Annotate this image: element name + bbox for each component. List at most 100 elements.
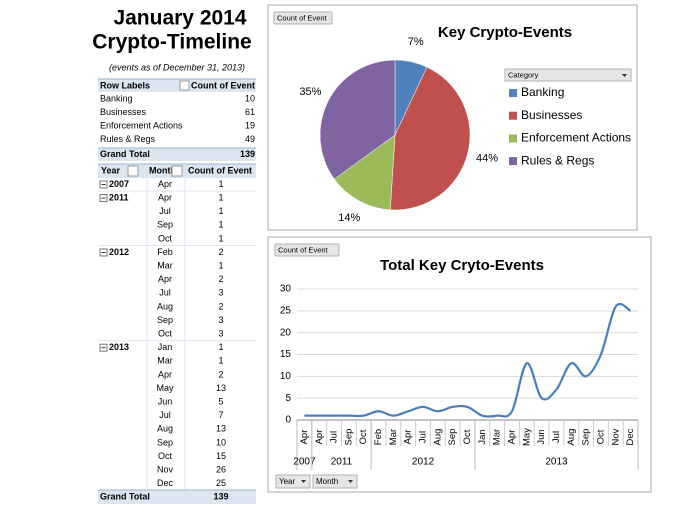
legend-title: Category	[508, 70, 539, 79]
count-value: 26	[216, 464, 226, 474]
x-tick-label: Apr	[299, 430, 310, 445]
field-button-label: Month	[316, 477, 338, 486]
legend-label: Banking	[521, 85, 564, 99]
x-tick-label: Aug	[432, 429, 443, 446]
pie-slice	[333, 134, 396, 211]
year-label: 2011	[109, 192, 129, 202]
field-button-label: Count of Event	[278, 245, 329, 254]
legend-swatch	[509, 157, 517, 166]
line-chart-frame	[267, 236, 652, 493]
month-label: Oct	[158, 328, 173, 338]
count-value: 13	[216, 383, 226, 393]
year-label: 2007	[109, 179, 129, 189]
table-header-bg	[98, 79, 256, 92]
month-label: Jul	[159, 410, 171, 420]
x-tick-label: Oct	[358, 429, 369, 444]
y-tick-label: 30	[280, 284, 292, 295]
count-value: 1	[218, 192, 223, 202]
field-button	[312, 474, 358, 489]
filter-button	[179, 80, 190, 91]
dropdown-arrow	[622, 74, 627, 77]
count-value: 1	[218, 220, 223, 230]
title-line2: Crypto-Timeline	[92, 31, 251, 54]
table-header: Year	[101, 165, 121, 175]
count-value: 2	[218, 369, 223, 379]
x-tick-label: Feb	[373, 429, 384, 445]
x-tick-label: Nov	[610, 428, 621, 445]
count-value: 1	[218, 356, 223, 366]
data-label: 44%	[476, 153, 498, 165]
x-tick-label: Oct	[462, 429, 473, 444]
month-label: Dec	[157, 478, 174, 488]
field-button-label: Count of Event	[277, 13, 328, 22]
row-label: Banking	[100, 93, 133, 103]
month-label: Apr	[158, 192, 172, 202]
x-tick-label: Jun	[536, 429, 547, 444]
data-label: 14%	[338, 212, 360, 224]
count-value: 3	[218, 328, 223, 338]
chart-title: Key Crypto-Events	[438, 24, 572, 41]
legend-swatch	[509, 134, 517, 143]
count-value: 1	[218, 206, 223, 216]
count-value: 1	[218, 342, 223, 352]
month-label: Jan	[158, 342, 173, 352]
subtitle: (events as of December 31, 2013)	[109, 62, 245, 72]
x-tick-label: Oct	[595, 429, 606, 444]
field-button	[274, 243, 340, 257]
month-label: Sep	[157, 437, 173, 447]
x-tick-label: Sep	[581, 429, 592, 446]
count-value: 15	[216, 451, 226, 461]
month-label: May	[156, 383, 174, 393]
month-label: Apr	[158, 274, 172, 284]
month-label: Aug	[157, 424, 173, 434]
field-button	[275, 474, 311, 489]
legend-swatch	[509, 89, 517, 97]
table-header: Count of Event	[191, 80, 255, 90]
month-label: Feb	[157, 247, 173, 257]
count-value: 1	[218, 233, 223, 243]
table-total-bg	[98, 148, 256, 161]
legend-label: Enforcement Actions	[521, 131, 631, 145]
x-tick-label: Jul	[551, 431, 562, 443]
filter-button	[127, 165, 139, 177]
x-tick-label: Apr	[314, 430, 325, 445]
count-value: 1	[218, 260, 223, 270]
x-tick-label: Jul	[329, 431, 340, 443]
row-value: 10	[245, 93, 255, 103]
x-tick-label: Mar	[492, 429, 503, 445]
row-label: Businesses	[100, 107, 147, 117]
field-button-label: Year	[279, 477, 296, 486]
row-label: Rules & Regs	[100, 134, 156, 144]
dropdown-arrow	[348, 480, 353, 483]
row-value: 49	[245, 134, 255, 144]
legend-label: Businesses	[521, 108, 582, 122]
count-value: 1	[218, 179, 223, 189]
table-header: Month	[149, 165, 176, 175]
table-header: Count of Event	[188, 165, 252, 175]
count-value: 3	[218, 288, 223, 298]
x-tick-label: Dec	[625, 428, 636, 445]
dropdown-arrow	[301, 480, 306, 483]
x-tick-label: Aug	[566, 429, 577, 446]
pie-slice	[390, 66, 471, 211]
x-tick-label: Apr	[506, 430, 517, 445]
x-tick-label: Sep	[343, 429, 354, 446]
month-label: Sep	[157, 315, 173, 325]
count-value: 2	[218, 274, 223, 284]
x-tick-label: Mar	[388, 429, 399, 445]
month-label: Apr	[158, 369, 172, 379]
row-value: 19	[245, 121, 255, 131]
y-tick-label: 20	[280, 327, 292, 338]
pie-slice	[319, 59, 396, 180]
x-group-label: 2011	[331, 457, 353, 468]
title-line1: January 2014	[113, 7, 246, 30]
month-label: Oct	[158, 451, 173, 461]
data-label: 35%	[299, 86, 321, 98]
x-tick-label: Apr	[403, 430, 414, 445]
month-label: Jun	[158, 396, 173, 406]
month-label: Jul	[159, 288, 171, 298]
month-label: Jul	[159, 206, 171, 216]
x-tick-label: Sep	[447, 429, 458, 446]
x-tick-label: Jul	[418, 431, 429, 443]
